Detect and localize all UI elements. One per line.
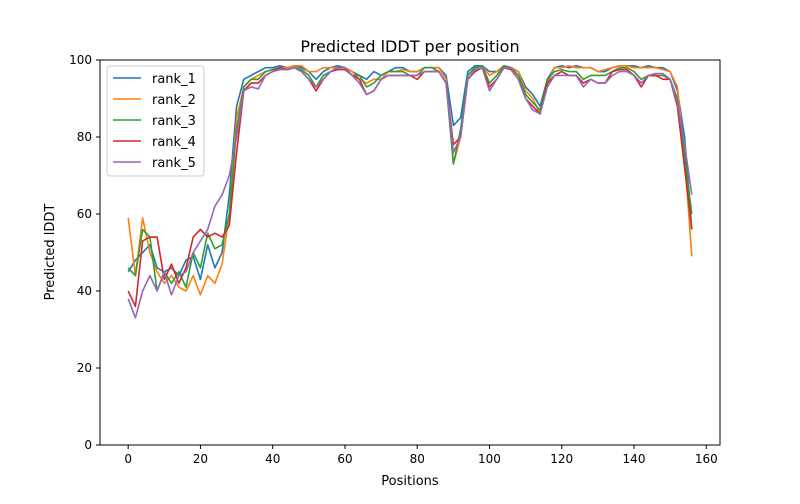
series-layer <box>127 65 693 319</box>
series-line-rank_1 <box>127 65 693 281</box>
x-tick-label: 160 <box>695 452 718 466</box>
y-tick-label: 80 <box>77 130 92 144</box>
x-tick-label: 100 <box>478 452 501 466</box>
y-axis: 0 20 40 60 80 100 <box>69 53 100 452</box>
x-tick-label: 60 <box>337 452 352 466</box>
y-tick-label: 100 <box>69 53 92 67</box>
plot-frame <box>99 59 721 446</box>
chart-title: Predicted lDDT per position <box>300 37 519 56</box>
legend-label-rank_4: rank_4 <box>152 135 196 150</box>
y-tick-label: 60 <box>77 207 92 221</box>
series-line-rank_2 <box>127 65 693 296</box>
x-tick-label: 140 <box>623 452 646 466</box>
legend-box <box>106 65 205 177</box>
y-tick-label: 20 <box>77 361 92 375</box>
x-axis-label: Positions <box>381 474 439 489</box>
y-axis-label: Predicted lDDT <box>43 204 58 301</box>
x-tick-label: 20 <box>193 452 208 466</box>
x-axis: 0 20 40 60 80 100 120 140 160 <box>124 445 718 466</box>
x-tick-label: 0 <box>124 452 132 466</box>
series-line-rank_5 <box>127 66 693 319</box>
x-tick-label: 120 <box>550 452 573 466</box>
x-tick-label: 80 <box>410 452 425 466</box>
legend-label-rank_1: rank_1 <box>152 72 196 87</box>
y-tick-label: 0 <box>84 438 92 452</box>
series-line-rank_4 <box>127 66 693 308</box>
series-line-rank_3 <box>127 65 693 292</box>
y-tick-label: 40 <box>77 284 92 298</box>
x-tick-label: 40 <box>265 452 280 466</box>
legend-label-rank_5: rank_5 <box>152 156 196 171</box>
legend-label-rank_2: rank_2 <box>152 93 196 108</box>
legend: rank_1 rank_2 rank_3 rank_4 rank_5 <box>106 65 205 177</box>
legend-label-rank_3: rank_3 <box>152 114 196 129</box>
